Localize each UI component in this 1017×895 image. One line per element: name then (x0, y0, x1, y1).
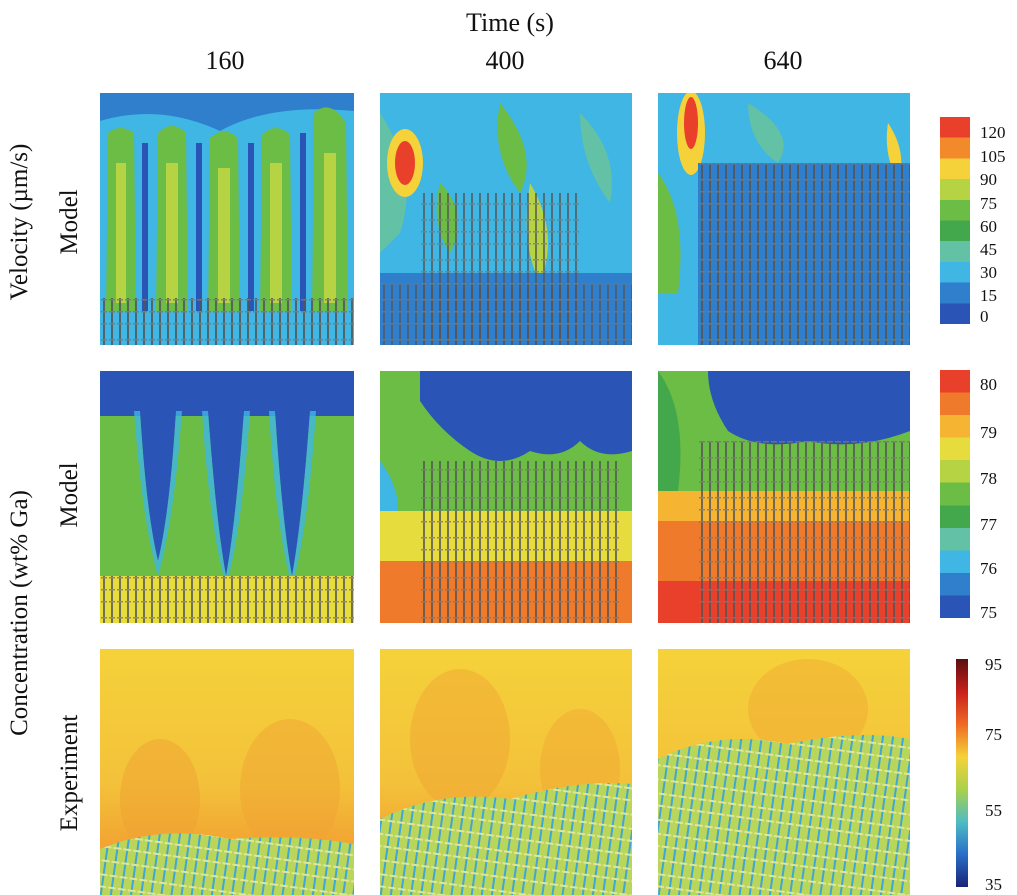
experiment-panel-640 (658, 649, 910, 895)
concentration-model-tick: 80 (980, 375, 997, 394)
experiment-tick: 35 (985, 875, 1002, 894)
concentration-panel-160 (100, 371, 354, 623)
concentration-experiment-colorbar (956, 659, 968, 887)
velocity-tick: 45 (980, 240, 997, 259)
row-group-label-concentration: Concentration (wt% Ga) (6, 490, 33, 736)
experiment-tick: 95 (985, 655, 1002, 674)
velocity-tick: 90 (980, 170, 997, 189)
row-label-experiment: Experiment (56, 714, 83, 832)
time-label-400: 400 (485, 46, 525, 75)
experiment-tick: 55 (985, 801, 1002, 820)
experiment-panel-400 (380, 649, 632, 895)
row-group-label-velocity: Velocity (µm/s) (6, 143, 33, 301)
velocity-tick: 120 (980, 123, 1006, 142)
velocity-tick: 0 (980, 307, 989, 326)
row-label-model-1: Model (56, 189, 83, 255)
velocity-tick: 15 (980, 286, 997, 305)
concentration-model-colorbar (940, 370, 970, 618)
velocity-tick: 60 (980, 217, 997, 236)
time-label-640: 640 (763, 46, 803, 75)
concentration-model-tick: 78 (980, 469, 997, 488)
concentration-panel-400 (380, 371, 632, 623)
velocity-tick: 105 (980, 147, 1006, 166)
velocity-panel-160 (100, 93, 354, 345)
velocity-panel-400 (380, 93, 632, 345)
column-header: Time (s) (466, 8, 554, 37)
time-label-160: 160 (205, 46, 245, 75)
concentration-model-tick: 76 (980, 559, 997, 578)
velocity-panel-640 (658, 93, 910, 345)
concentration-model-tick: 75 (980, 603, 997, 622)
concentration-panel-640 (658, 371, 910, 623)
concentration-model-tick: 77 (980, 515, 997, 534)
velocity-tick: 30 (980, 263, 997, 282)
experiment-tick: 75 (985, 725, 1002, 744)
velocity-colorbar (940, 117, 970, 324)
experiment-panel-160 (100, 649, 354, 895)
row-label-model-2: Model (56, 462, 83, 528)
concentration-model-tick: 79 (980, 423, 997, 442)
velocity-tick: 75 (980, 194, 997, 213)
